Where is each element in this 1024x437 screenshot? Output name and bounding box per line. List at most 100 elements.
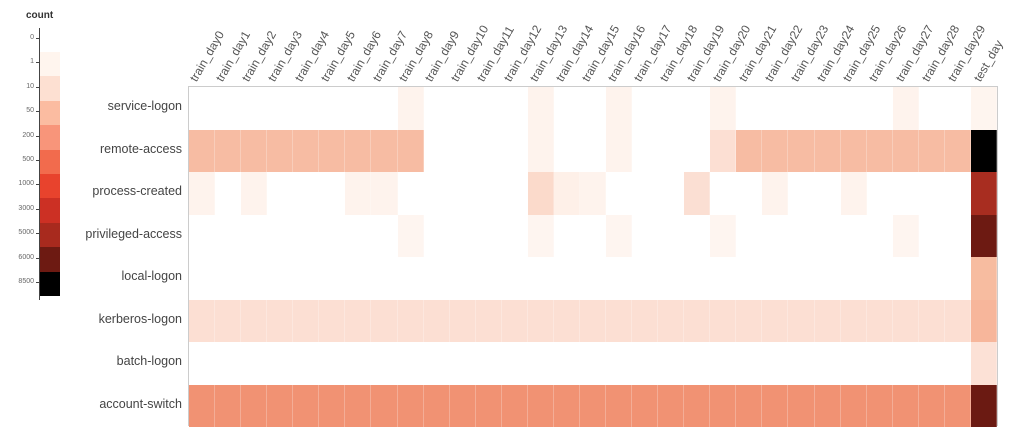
row-label: service-logon [107, 99, 182, 114]
heatmap-cell [475, 384, 502, 427]
heatmap-cell [944, 384, 971, 427]
heatmap-cell [475, 299, 502, 342]
heatmap-cell [241, 384, 268, 427]
heatmap-cell [189, 257, 216, 300]
legend-tick-mark [36, 160, 40, 161]
heatmap-cell [710, 214, 737, 257]
heatmap-cell [241, 129, 268, 172]
heatmap-cell [684, 299, 711, 342]
heatmap-row [189, 214, 997, 257]
heatmap-cell [684, 172, 711, 215]
heatmap-cell [632, 172, 659, 215]
legend-tick-label: 6000 [18, 253, 34, 261]
legend-color-bar [40, 52, 60, 296]
heatmap-cell [606, 172, 633, 215]
legend-tick-mark [36, 282, 40, 283]
heatmap-cell [501, 214, 528, 257]
heatmap-cell [658, 299, 685, 342]
heatmap-cell [579, 129, 606, 172]
heatmap-cell [632, 342, 659, 385]
heatmap-cell [866, 384, 893, 427]
legend-tick-label: 5000 [18, 229, 34, 237]
heatmap-cell [658, 172, 685, 215]
heatmap-cell [840, 384, 867, 427]
heatmap-cell [371, 172, 398, 215]
heatmap-cell [892, 172, 919, 215]
heatmap-cell [762, 129, 789, 172]
heatmap-cell [397, 299, 424, 342]
heatmap-cell [840, 172, 867, 215]
heatmap-cell [632, 214, 659, 257]
heatmap-cell [319, 342, 346, 385]
heatmap-row [189, 257, 997, 300]
heatmap-cell [527, 214, 554, 257]
heatmap-row [189, 87, 997, 130]
heatmap-cell [866, 342, 893, 385]
heatmap-cell [762, 384, 789, 427]
heatmap-cell [449, 384, 476, 427]
heatmap-cell [397, 342, 424, 385]
heatmap-cell [553, 257, 580, 300]
heatmap-cell [267, 214, 294, 257]
heatmap-cell [788, 384, 815, 427]
heatmap-cell [553, 214, 580, 257]
heatmap-cell [658, 257, 685, 300]
heatmap-cell [970, 299, 997, 342]
heatmap-cell [736, 129, 763, 172]
heatmap-cell [319, 87, 346, 130]
heatmap-cell [970, 257, 997, 300]
heatmap-cell [814, 172, 841, 215]
legend-swatch [40, 247, 60, 272]
heatmap-cell [762, 257, 789, 300]
heatmap-cell [606, 257, 633, 300]
heatmap-cell [215, 384, 242, 427]
heatmap-cell [189, 384, 216, 427]
row-label: process-created [92, 184, 182, 199]
heatmap-cell [527, 129, 554, 172]
heatmap-cell [579, 342, 606, 385]
heatmap-cell [970, 172, 997, 215]
heatmap-cell [762, 214, 789, 257]
heatmap-cell [397, 384, 424, 427]
heatmap-cell [658, 87, 685, 130]
heatmap-cell [606, 87, 633, 130]
heatmap-cell [553, 299, 580, 342]
heatmap-cell [944, 257, 971, 300]
heatmap-cell [840, 87, 867, 130]
heatmap-cell [319, 257, 346, 300]
heatmap-cell [684, 342, 711, 385]
heatmap-cell [606, 129, 633, 172]
heatmap-cell [189, 172, 216, 215]
heatmap-cell [527, 257, 554, 300]
heatmap-cell [423, 299, 450, 342]
heatmap-cell [632, 257, 659, 300]
heatmap-cell [918, 257, 945, 300]
heatmap-row [189, 129, 997, 172]
heatmap-cell [371, 342, 398, 385]
legend-tick-mark [36, 86, 40, 88]
heatmap-cell [684, 214, 711, 257]
heatmap-cell [840, 257, 867, 300]
heatmap-cell [814, 257, 841, 300]
column-labels: train_day0 train_day1 train_day2 train_day3… [0, 0, 1024, 84]
heatmap-cell [944, 129, 971, 172]
legend-swatch [40, 173, 60, 199]
heatmap-cell [684, 87, 711, 130]
heatmap-row [189, 172, 997, 215]
heatmap-cell [892, 214, 919, 257]
heatmap-cell [397, 129, 424, 172]
heatmap-cell [736, 299, 763, 342]
heatmap-cell [840, 299, 867, 342]
legend-tick-label: 500 [22, 156, 34, 163]
heatmap-cell [241, 299, 268, 342]
heatmap-cell [892, 342, 919, 385]
legend-tick-label: 50 [26, 107, 34, 115]
heatmap-cell [501, 342, 528, 385]
heatmap-cell [918, 214, 945, 257]
legend-tick-label: 200 [22, 131, 34, 139]
heatmap-cell [215, 129, 242, 172]
heatmap-row [189, 384, 997, 427]
heatmap-cell [840, 342, 867, 385]
heatmap-cell [892, 384, 919, 427]
heatmap-cell [788, 257, 815, 300]
